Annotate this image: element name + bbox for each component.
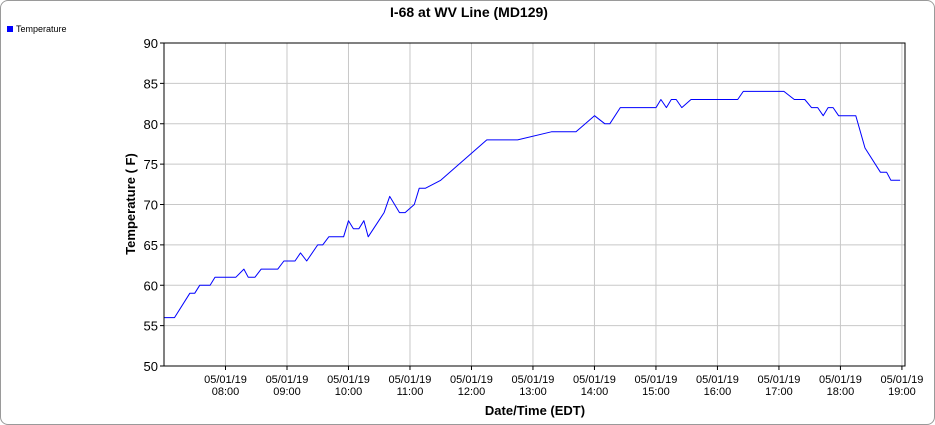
x-tick-date-label: 05/01/19 — [881, 374, 924, 386]
grid-lines — [164, 42, 905, 367]
x-tick-date-label: 05/01/19 — [266, 374, 309, 386]
x-tick-date-label: 05/01/19 — [450, 374, 493, 386]
series-line-temperature — [164, 90, 901, 319]
x-axis-title: Date/Time (EDT) — [485, 403, 585, 418]
chart-title: I-68 at WV Line (MD129) — [390, 4, 548, 20]
y-tick-label: 80 — [144, 117, 158, 132]
x-tick-time-label: 15:00 — [642, 386, 670, 398]
plot-area-border — [163, 42, 906, 367]
x-tick-time-label: 10:00 — [335, 386, 363, 398]
y-tick-label: 65 — [144, 238, 158, 253]
x-tick-time-label: 19:00 — [888, 386, 916, 398]
x-tick-time-label: 14:00 — [581, 386, 609, 398]
x-tick-date-label: 05/01/19 — [327, 374, 370, 386]
y-tick-label: 50 — [144, 359, 158, 374]
legend-label: Temperature — [16, 24, 67, 34]
y-tick-label: 85 — [144, 76, 158, 91]
x-tick-time-label: 09:00 — [273, 386, 301, 398]
legend: Temperature — [7, 24, 67, 34]
x-tick-time-label: 11:00 — [397, 386, 424, 398]
x-tick-time-label: 13:00 — [519, 386, 547, 398]
x-tick-time-label: 12:00 — [458, 386, 486, 398]
y-tick-label: 75 — [144, 157, 158, 172]
y-tick-label: 60 — [144, 278, 158, 293]
x-tick-time-label: 08:00 — [212, 386, 240, 398]
series-layer — [164, 90, 901, 319]
legend-swatch — [7, 26, 13, 32]
x-tick-time-label: 17:00 — [765, 386, 793, 398]
x-tick-date-label: 05/01/19 — [819, 374, 862, 386]
y-tick-label: 90 — [144, 36, 158, 51]
x-tick-date-label: 05/01/19 — [204, 374, 247, 386]
x-tick-time-label: 18:00 — [827, 386, 855, 398]
x-tick-date-label: 05/01/19 — [635, 374, 678, 386]
x-tick-time-label: 16:00 — [704, 386, 732, 398]
x-tick-date-label: 05/01/19 — [389, 374, 432, 386]
y-axis-title: Temperature ( F) — [123, 153, 138, 255]
y-tick-label: 70 — [144, 198, 158, 213]
x-tick-date-label: 05/01/19 — [512, 374, 555, 386]
y-axis-ticks: 50 55 60 65 70 75 80 85 90 — [144, 36, 164, 374]
x-tick-date-label: 05/01/19 — [758, 374, 801, 386]
x-tick-date-label: 05/01/19 — [573, 374, 616, 386]
x-axis-ticks: 05/01/1908:0005/01/1909:0005/01/1910:000… — [204, 366, 923, 398]
x-tick-date-label: 05/01/19 — [696, 374, 739, 386]
y-tick-label: 55 — [144, 319, 158, 334]
